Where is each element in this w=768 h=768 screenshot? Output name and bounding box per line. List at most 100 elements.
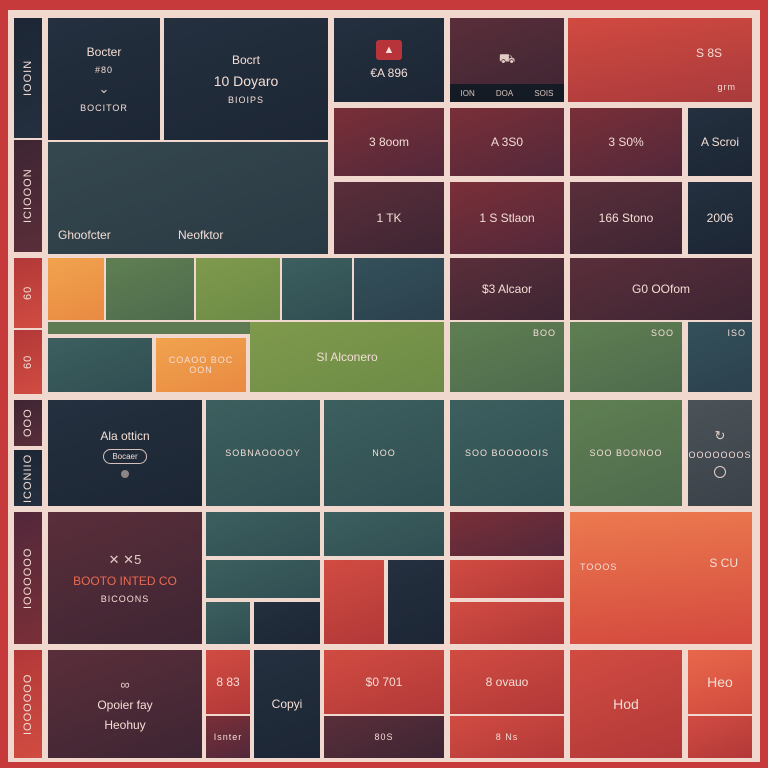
bocter-panel[interactable]: Bocter #80 ⌄ BOCITOR xyxy=(48,18,160,140)
teal-block-2[interactable] xyxy=(48,338,152,392)
teal-block-3[interactable] xyxy=(206,512,320,556)
tile-s0-label: 3 S0% xyxy=(608,135,644,149)
tile-alcaor[interactable]: $3 Alcaor xyxy=(450,258,564,320)
tile-8oom[interactable]: 3 8oom xyxy=(334,108,444,176)
navy-block-2[interactable] xyxy=(388,560,444,644)
heo-tile[interactable]: Heo xyxy=(688,650,752,714)
noo-label: NOO xyxy=(372,448,396,458)
score-sub: grm xyxy=(717,82,736,92)
car-icon: ⛟ xyxy=(498,51,516,66)
coral-label: S CU xyxy=(709,556,738,570)
oooooos-label: OOOOOOOS xyxy=(688,450,752,460)
hod-tile[interactable]: Hod xyxy=(570,650,682,758)
coral-sub: TOOOS xyxy=(580,562,618,572)
tile-a350[interactable]: A 3S0 xyxy=(450,108,564,176)
column-label-1: IOOIN xyxy=(14,18,42,138)
booto-sub: BICOONS xyxy=(100,594,150,604)
moss-block-2[interactable]: BOO xyxy=(450,322,564,392)
booto-panel[interactable]: ✕ ✕5 BOOTO INTED CO BICOONS xyxy=(48,512,202,644)
orange-block-1[interactable] xyxy=(48,258,104,320)
boonoo-panel[interactable]: SOO BOONOO xyxy=(570,400,682,506)
boooois-label: SOO BOOOOOIS xyxy=(464,448,549,458)
bocter-value: #80 xyxy=(94,65,114,75)
teal-block-5[interactable] xyxy=(206,560,320,598)
bocaer-pill[interactable]: Bocaer xyxy=(103,448,147,464)
tile-2006[interactable]: 2006 xyxy=(688,182,752,254)
tile-alcaor-label: $3 Alcaor xyxy=(481,282,533,296)
coral-panel[interactable]: S CU TOOOS xyxy=(570,512,752,644)
80s-tile[interactable]: 80S xyxy=(324,716,444,758)
car-bar-label-2: DOA xyxy=(495,88,514,98)
bocrt-panel[interactable]: Bocrt 10 Doyaro BIOIPS xyxy=(164,18,328,140)
slate-block-2[interactable]: ISO xyxy=(688,322,752,392)
8ns-tile[interactable]: 8 Ns xyxy=(450,716,564,758)
ovauo-tile[interactable]: 8 ovauo xyxy=(450,650,564,714)
tile-a350-label: A 3S0 xyxy=(490,135,524,149)
car-bar-label-1: ION xyxy=(460,88,475,98)
opoier-label: Opoier fay xyxy=(97,697,153,712)
tile-1tk[interactable]: 1 TK xyxy=(334,182,444,254)
oooooos-panel[interactable]: ↻ OOOOOOOS xyxy=(688,400,752,506)
noo-panel[interactable]: NOO xyxy=(324,400,444,506)
navy-block-1[interactable] xyxy=(254,602,320,644)
tile-stono-label: 166 Stono xyxy=(598,211,654,225)
tile-stlaon-label: 1 S Stlaon xyxy=(479,211,535,225)
column-label-8: IOOOOOO xyxy=(14,650,42,758)
tile-2006-label: 2006 xyxy=(706,211,734,225)
column-label-5: OOO xyxy=(14,400,42,446)
car-tile-bar: ION DOA SOIS xyxy=(450,84,564,102)
teal-block-1[interactable] xyxy=(282,258,352,320)
moss-block-1[interactable] xyxy=(106,258,194,320)
tile-stlaon[interactable]: 1 S Stlaon xyxy=(450,182,564,254)
orange-label-block[interactable]: COAOO BOC OON xyxy=(156,338,246,392)
red-block-2[interactable] xyxy=(450,560,564,598)
logo-tile[interactable]: ▲ €A 896 xyxy=(334,18,444,102)
column-label-4: 60 xyxy=(14,330,42,394)
copyi-tile[interactable]: Copyi xyxy=(254,650,320,758)
bocrt-title: Bocrt xyxy=(231,53,260,67)
tile-oofom[interactable]: G0 OOfom xyxy=(570,258,752,320)
teal-block-6[interactable] xyxy=(206,602,250,644)
boonoo-label: SOO BOONOO xyxy=(589,448,663,458)
score-value: S 8S xyxy=(695,46,722,60)
tile-stono[interactable]: 166 Stono xyxy=(570,182,682,254)
opoier-panel[interactable]: ∞ Opoier fay Heohuy xyxy=(48,650,202,758)
ala-otticn-panel[interactable]: Ala otticn Bocaer xyxy=(48,400,202,506)
red-block-3[interactable] xyxy=(450,602,564,644)
refresh-icon: ↻ xyxy=(714,428,726,443)
b83-tile[interactable]: 8 83 xyxy=(206,650,250,714)
moss-block-3[interactable]: SOO xyxy=(570,322,682,392)
moss-block-2-label: BOO xyxy=(532,328,556,338)
bocter-title: Bocter xyxy=(86,45,122,59)
so701-tile[interactable]: $0 701 xyxy=(324,650,444,714)
column-label-6: ICONIIO xyxy=(14,450,42,506)
isnter-label: Isnter xyxy=(213,732,243,742)
80s-label: 80S xyxy=(374,732,394,742)
bocter-sub: BOCITOR xyxy=(80,103,128,113)
chevron-down-icon: ⌄ xyxy=(98,81,110,96)
score-tile[interactable]: S 8S grm xyxy=(568,18,752,102)
column-label-2: ICIOOON xyxy=(14,140,42,252)
car-tile[interactable]: ⛟ ION DOA SOIS xyxy=(450,18,564,102)
red-corner-tile[interactable] xyxy=(688,716,752,758)
ovauo-label: 8 ovauo xyxy=(485,675,529,689)
wine-block-1[interactable] xyxy=(450,512,564,556)
teal-block-4[interactable] xyxy=(324,512,444,556)
heo-label: Heo xyxy=(707,674,733,690)
isnter-tile[interactable]: Isnter xyxy=(206,716,250,758)
tile-board: IOOIN ICIOOON 60 60 OOO ICONIIO IOOOOOO … xyxy=(8,10,760,762)
ala-otticn-title: Ala otticn xyxy=(100,428,150,443)
tile-s0[interactable]: 3 S0% xyxy=(570,108,682,176)
ring-icon xyxy=(714,466,726,478)
red-block-1[interactable] xyxy=(324,560,384,644)
tile-ascroi[interactable]: A Scroi xyxy=(688,108,752,176)
logo-icon: ▲ xyxy=(376,40,402,60)
slate-block-1[interactable] xyxy=(354,258,444,320)
slate-block-2-label: ISO xyxy=(727,328,746,338)
ghoofcter-panel[interactable]: Ghoofcter Neofktor xyxy=(48,142,328,254)
boooois-panel[interactable]: SOO BOOOOOIS xyxy=(450,400,564,506)
olive-block-1[interactable] xyxy=(196,258,280,320)
olive-label: SI Alconero xyxy=(316,350,378,364)
sobna-panel[interactable]: SOBNAOOOOY xyxy=(206,400,320,506)
olive-label-block[interactable]: SI Alconero xyxy=(250,322,444,392)
